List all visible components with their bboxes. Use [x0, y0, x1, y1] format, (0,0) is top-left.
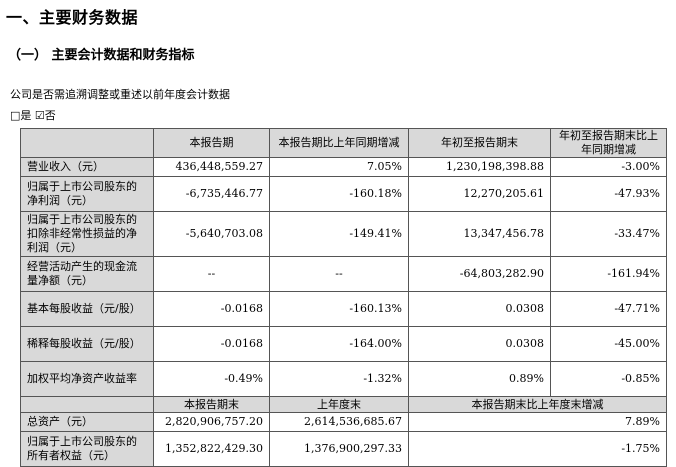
table-row: 归属于上市公司股东的所有者权益（元） 1,352,822,429.30 1,37… [20, 431, 667, 467]
cell: 0.0308 [408, 291, 551, 327]
cell: -1.75% [408, 431, 667, 467]
row-label: 经营活动产生的现金流量净额（元） [20, 256, 154, 292]
cell: -33.47% [550, 211, 667, 257]
row-label: 营业收入（元） [20, 157, 154, 177]
cell: 12,270,205.61 [408, 176, 551, 212]
cell: 7.89% [408, 412, 667, 432]
cell: -5,640,703.08 [153, 211, 270, 257]
cell: -0.0168 [153, 291, 270, 327]
cell: -149.41% [269, 211, 409, 257]
row-label: 加权平均净资产收益率 [20, 361, 154, 397]
cell: -6,735,446.77 [153, 176, 270, 212]
cell: 7.05% [269, 157, 409, 177]
cell: 13,347,456.78 [408, 211, 551, 257]
row-label: 归属于上市公司股东的所有者权益（元） [20, 431, 154, 467]
cell: 1,352,822,429.30 [153, 431, 270, 467]
header-period-end: 本报告期末 [153, 396, 270, 413]
cell: -3.00% [550, 157, 667, 177]
cell: -0.49% [153, 361, 270, 397]
cell: -- [153, 256, 270, 292]
table-row: 稀释每股收益（元/股） -0.0168 -164.00% 0.0308 -45.… [20, 326, 667, 362]
table-row: 总资产（元） 2,820,906,757.20 2,614,536,685.67… [20, 412, 667, 432]
table-row: 营业收入（元） 436,448,559.27 7.05% 1,230,198,3… [20, 157, 667, 177]
table-row: 归属于上市公司股东的扣除非经常性损益的净利润（元） -5,640,703.08 … [20, 211, 667, 257]
table-row: 经营活动产生的现金流量净额（元） -- -- -64,803,282.90 -1… [20, 256, 667, 292]
cell: -- [269, 256, 409, 292]
header-blank [20, 128, 154, 158]
cell: 2,614,536,685.67 [269, 412, 409, 432]
row-label: 基本每股收益（元/股） [20, 291, 154, 327]
header-ytd: 年初至报告期末 [408, 128, 551, 158]
cell: 436,448,559.27 [153, 157, 270, 177]
header-change: 本报告期末比上年度末增减 [408, 396, 667, 413]
cell: -47.93% [550, 176, 667, 212]
row-label: 归属于上市公司股东的净利润（元） [20, 176, 154, 212]
cell: -64,803,282.90 [408, 256, 551, 292]
cell: -0.85% [550, 361, 667, 397]
header-ytd-change: 年初至报告期末比上年同期增减 [550, 128, 667, 158]
table-row: 基本每股收益（元/股） -0.0168 -160.13% 0.0308 -47.… [20, 291, 667, 327]
cell: -160.18% [269, 176, 409, 212]
restate-question: 公司是否需追溯调整或重述以前年度会计数据 [10, 88, 230, 101]
subsection-title: （一） 主要会计数据和财务指标 [8, 48, 195, 63]
cell: -164.00% [269, 326, 409, 362]
cell: -160.13% [269, 291, 409, 327]
cell: -47.71% [550, 291, 667, 327]
cell: -1.32% [269, 361, 409, 397]
choice-label-yes: 是 [20, 109, 32, 122]
cell: 1,376,900,297.33 [269, 431, 409, 467]
table-row: 归属于上市公司股东的净利润（元） -6,735,446.77 -160.18% … [20, 176, 667, 212]
cell: 0.0308 [408, 326, 551, 362]
cell: 2,820,906,757.20 [153, 412, 270, 432]
table-header-row: 本报告期 本报告期比上年同期增减 年初至报告期末 年初至报告期末比上年同期增减 [20, 128, 667, 158]
financial-indicators-table: 本报告期 本报告期比上年同期增减 年初至报告期末 年初至报告期末比上年同期增减 … [20, 128, 667, 467]
cell: 1,230,198,398.88 [408, 157, 551, 177]
cell: -161.94% [550, 256, 667, 292]
cell: 0.89% [408, 361, 551, 397]
header-prior-year-end: 上年度末 [269, 396, 409, 413]
table-row: 加权平均净资产收益率 -0.49% -1.32% 0.89% -0.85% [20, 361, 667, 397]
choice-label-no: 否 [44, 109, 56, 122]
section-title: 一、主要财务数据 [6, 8, 139, 27]
row-label: 总资产（元） [20, 412, 154, 432]
cell: -0.0168 [153, 326, 270, 362]
header-current-change: 本报告期比上年同期增减 [269, 128, 409, 158]
cell: -45.00% [550, 326, 667, 362]
row-label: 归属于上市公司股东的扣除非经常性损益的净利润（元） [20, 211, 154, 257]
row-label: 稀释每股收益（元/股） [20, 326, 154, 362]
restate-choice: □是 ☑否 [10, 107, 56, 123]
header-blank [20, 396, 154, 413]
table2-header-row: 本报告期末 上年度末 本报告期末比上年度末增减 [20, 396, 667, 413]
checked-box-icon[interactable]: ☑ [34, 109, 45, 122]
unchecked-box-icon[interactable]: □ [10, 109, 21, 122]
header-current-period: 本报告期 [153, 128, 270, 158]
